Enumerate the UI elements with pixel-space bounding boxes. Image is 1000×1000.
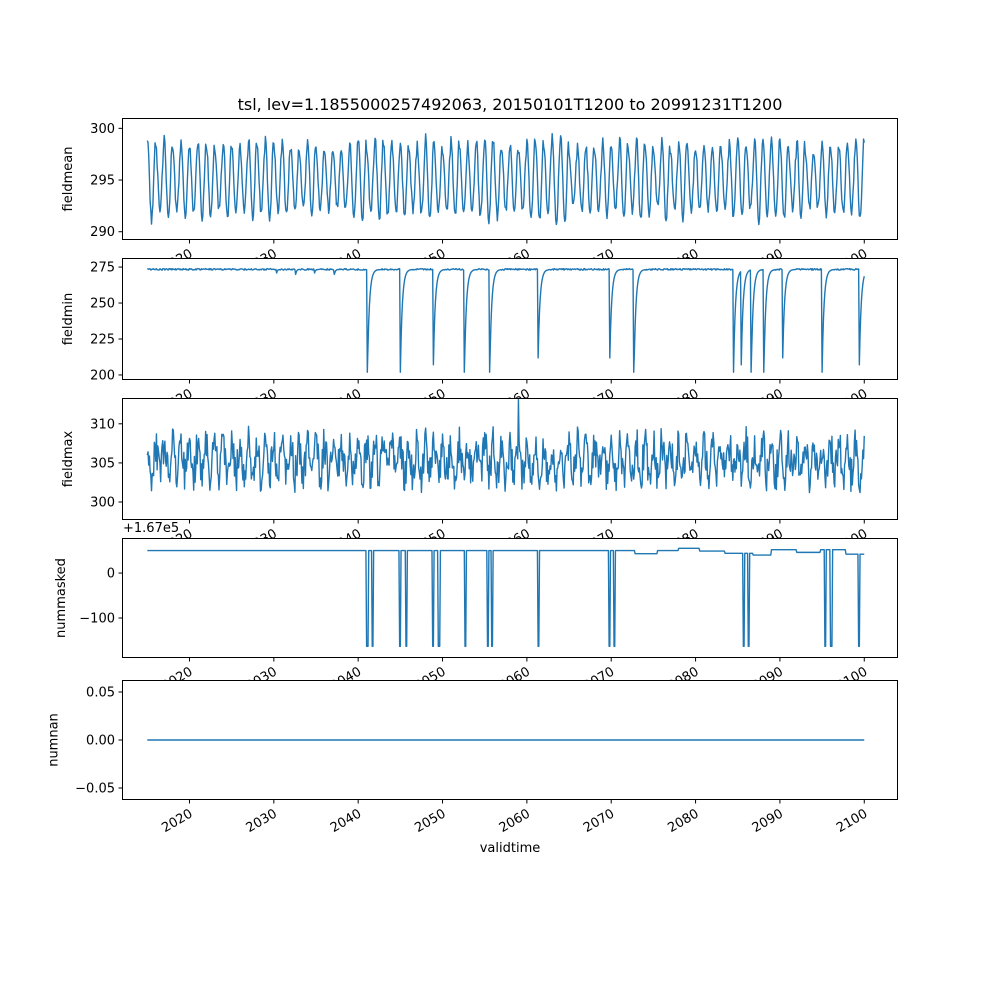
y-tick-label: 200 xyxy=(90,368,115,383)
y-axis-title-nummasked: nummasked xyxy=(54,558,69,638)
axes-frame xyxy=(122,538,898,658)
axes-background xyxy=(121,538,899,658)
y-tick-label: 0 xyxy=(107,567,115,582)
y-tick-label: 310 xyxy=(90,417,115,432)
y-tick-label: 225 xyxy=(90,332,115,347)
x-tick-label: 2050 xyxy=(412,806,448,836)
line-series-fieldmax xyxy=(146,398,865,494)
y-axis-title-fieldmean: fieldmean xyxy=(61,147,76,212)
x-tick-label: 2060 xyxy=(497,806,533,836)
y-tick-label: 250 xyxy=(90,297,115,312)
y-tick-label: 0.00 xyxy=(86,734,115,749)
x-tick-label: 2070 xyxy=(581,806,617,836)
y-tick-label: 300 xyxy=(90,496,115,511)
subplot-numnan: −0.05 0.00 0.05 2020 2030 2040 2050 2060 2070 208… xyxy=(47,680,899,836)
axes-frame xyxy=(122,258,898,380)
x-tick-label: 2090 xyxy=(750,806,786,836)
axes-frame xyxy=(122,118,898,240)
y-tick-label: 290 xyxy=(90,225,115,240)
y-tick-label: −0.05 xyxy=(75,782,115,797)
line-series-nummasked xyxy=(147,547,865,648)
x-tick-label: 2030 xyxy=(244,806,280,836)
x-tick-label: 2080 xyxy=(665,806,701,836)
y-axis-title-numnan: numnan xyxy=(47,713,62,767)
axes-background xyxy=(121,258,899,380)
y-tick-label: 275 xyxy=(90,261,115,276)
x-tick-label: 2100 xyxy=(834,806,870,836)
x-tick-label: 2020 xyxy=(159,806,195,836)
y-axis-offset-label: +1.67e5 xyxy=(123,521,180,536)
x-tick-label: 2040 xyxy=(328,806,364,836)
figure-title: tsl, lev=1.1855000257492063, 20150101T12… xyxy=(237,95,783,114)
line-series-fieldmin xyxy=(147,267,865,373)
line-series-fieldmean xyxy=(146,132,865,226)
x-axis-label: validtime xyxy=(479,841,541,856)
y-tick-label: 0.05 xyxy=(86,686,115,701)
axes-frame xyxy=(122,680,898,800)
y-tick-label: 300 xyxy=(90,122,115,137)
axes-frame xyxy=(122,398,898,520)
y-axis-title-fieldmin: fieldmin xyxy=(61,293,76,346)
y-tick-label: 305 xyxy=(90,456,115,471)
y-tick-label: −100 xyxy=(79,612,115,627)
y-axis-title-fieldmax: fieldmax xyxy=(61,431,76,488)
y-tick-label: 295 xyxy=(90,174,115,189)
